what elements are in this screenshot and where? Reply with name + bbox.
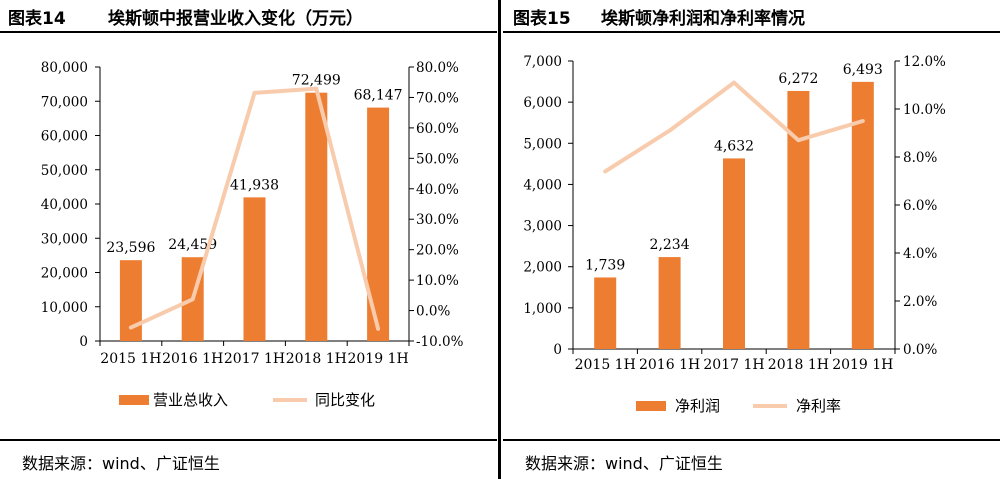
y2-tick-label: 30.0%: [416, 212, 459, 228]
y-tick-label: 2,000: [523, 260, 562, 276]
bar: [119, 260, 142, 341]
legend-label-bar: 营业总收入: [153, 391, 228, 409]
chart-panel-revenue: 图表14 埃斯顿中报营业收入变化（万元） 0 10,000 20,000 30,000…: [0, 0, 497, 479]
bar-data-label: 6,272: [778, 71, 818, 87]
y2-tick-label: 12.0%: [903, 54, 946, 70]
y2-tick-label: 2.0%: [903, 294, 937, 310]
y2-tick-label: 6.0%: [903, 198, 937, 214]
legend-label-line: 净利率: [796, 397, 841, 415]
bar-data-label: 4,632: [714, 138, 754, 154]
bar-data-label: 23,596: [106, 240, 155, 256]
legend-label-line: 同比变化: [315, 391, 375, 409]
y2-tick-label: 60.0%: [416, 121, 459, 137]
y2-tick-label: 0.0%: [903, 342, 937, 358]
line-series: [603, 80, 865, 174]
panel-divider: [498, 0, 501, 479]
bar: [243, 197, 266, 341]
y-tick-label: 40,000: [41, 197, 88, 213]
bar-data-label: 6,493: [843, 62, 883, 78]
x-tick-label: 2016 1H: [162, 351, 223, 367]
y2-tick-label: 10.0%: [903, 102, 946, 118]
header-rule: [0, 31, 497, 33]
y-tick-label: 3,000: [523, 219, 562, 235]
bar: [594, 277, 617, 349]
source-note: 数据来源：wind、广证恒生: [22, 454, 220, 473]
x-tick-label: 2015 1H: [575, 357, 636, 373]
footer-rule: [503, 439, 1000, 441]
y2-tick-label: 20.0%: [416, 243, 459, 259]
y2-tick-label: 10.0%: [416, 273, 459, 289]
source-note: 数据来源：wind、广证恒生: [525, 454, 723, 473]
x-tick-label: 2017 1H: [703, 357, 764, 373]
bar-data-label: 41,938: [230, 177, 279, 193]
y2-tick-label: -10.0%: [416, 334, 464, 350]
x-tick-label: 2016 1H: [639, 357, 700, 373]
y-tick-label: 80,000: [41, 60, 88, 76]
bar-data-label: 24,459: [168, 237, 217, 253]
footer-rule: [0, 439, 497, 441]
header-rule: [503, 31, 1000, 33]
y2-tick-label: 8.0%: [903, 150, 937, 166]
y2-tick-label: 0.0%: [416, 304, 450, 320]
profit-chart: 0 1,000 2,000 3,000 4,000 5,000 6,000 7,000 0.0%…: [523, 54, 946, 415]
y-tick-label: 7,000: [523, 54, 562, 70]
bar: [851, 81, 874, 349]
bar-data-label: 2,234: [650, 237, 690, 253]
figure-title: 埃斯顿净利润和净利率情况: [601, 9, 805, 29]
bar: [658, 257, 681, 349]
legend-label-bar: 净利润: [675, 397, 720, 415]
y2-tick-label: 80.0%: [416, 60, 459, 76]
y-tick-label: 6,000: [523, 95, 562, 111]
chart-panel-profit: 图表15 埃斯顿净利润和净利率情况 0 1,000 2,000 3,000 4,000 5…: [503, 0, 1000, 479]
figure-header: 图表15 埃斯顿净利润和净利率情况: [503, 0, 1000, 32]
y-tick-label: 0: [79, 334, 88, 350]
y-tick-label: 30,000: [41, 231, 88, 247]
bar: [367, 107, 390, 341]
y2-tick-label: 4.0%: [903, 246, 937, 262]
figure-number: 图表14: [8, 9, 66, 29]
y-tick-label: 70,000: [41, 94, 88, 110]
revenue-chart: 0 10,000 20,000 30,000 40,000 50,000 60,000 70,…: [41, 60, 464, 409]
y2-tick-label: 50.0%: [416, 151, 459, 167]
x-tick-label: 2015 1H: [100, 351, 161, 367]
x-tick-label: 2018 1H: [768, 357, 829, 373]
figure-number: 图表15: [513, 9, 571, 29]
bar: [787, 90, 810, 349]
figure-header: 图表14 埃斯顿中报营业收入变化（万元）: [0, 0, 497, 32]
figure-title: 埃斯顿中报营业收入变化（万元）: [108, 9, 363, 29]
x-tick-label: 2019 1H: [832, 357, 893, 373]
y-tick-label: 60,000: [41, 129, 88, 145]
x-tick-label: 2017 1H: [224, 351, 285, 367]
legend-swatch-bar: [636, 401, 666, 411]
bar: [723, 158, 745, 349]
y-tick-label: 1,000: [523, 301, 562, 317]
bar-data-label: 68,147: [354, 88, 403, 104]
bar-data-label: 72,499: [292, 73, 341, 89]
bar-data-label: 1,739: [585, 257, 625, 273]
bar: [305, 92, 328, 342]
x-tick-label: 2019 1H: [347, 351, 408, 367]
legend-swatch-bar: [119, 395, 149, 405]
y-tick-label: 20,000: [41, 266, 88, 282]
y-tick-label: 10,000: [41, 300, 88, 316]
y-tick-label: 50,000: [41, 163, 88, 179]
y-tick-label: 4,000: [523, 177, 562, 193]
y-tick-label: 5,000: [523, 136, 562, 152]
y2-tick-label: 70.0%: [416, 90, 459, 106]
y2-tick-label: 40.0%: [416, 182, 459, 198]
y-tick-label: 0: [553, 342, 562, 358]
x-tick-label: 2018 1H: [286, 351, 347, 367]
